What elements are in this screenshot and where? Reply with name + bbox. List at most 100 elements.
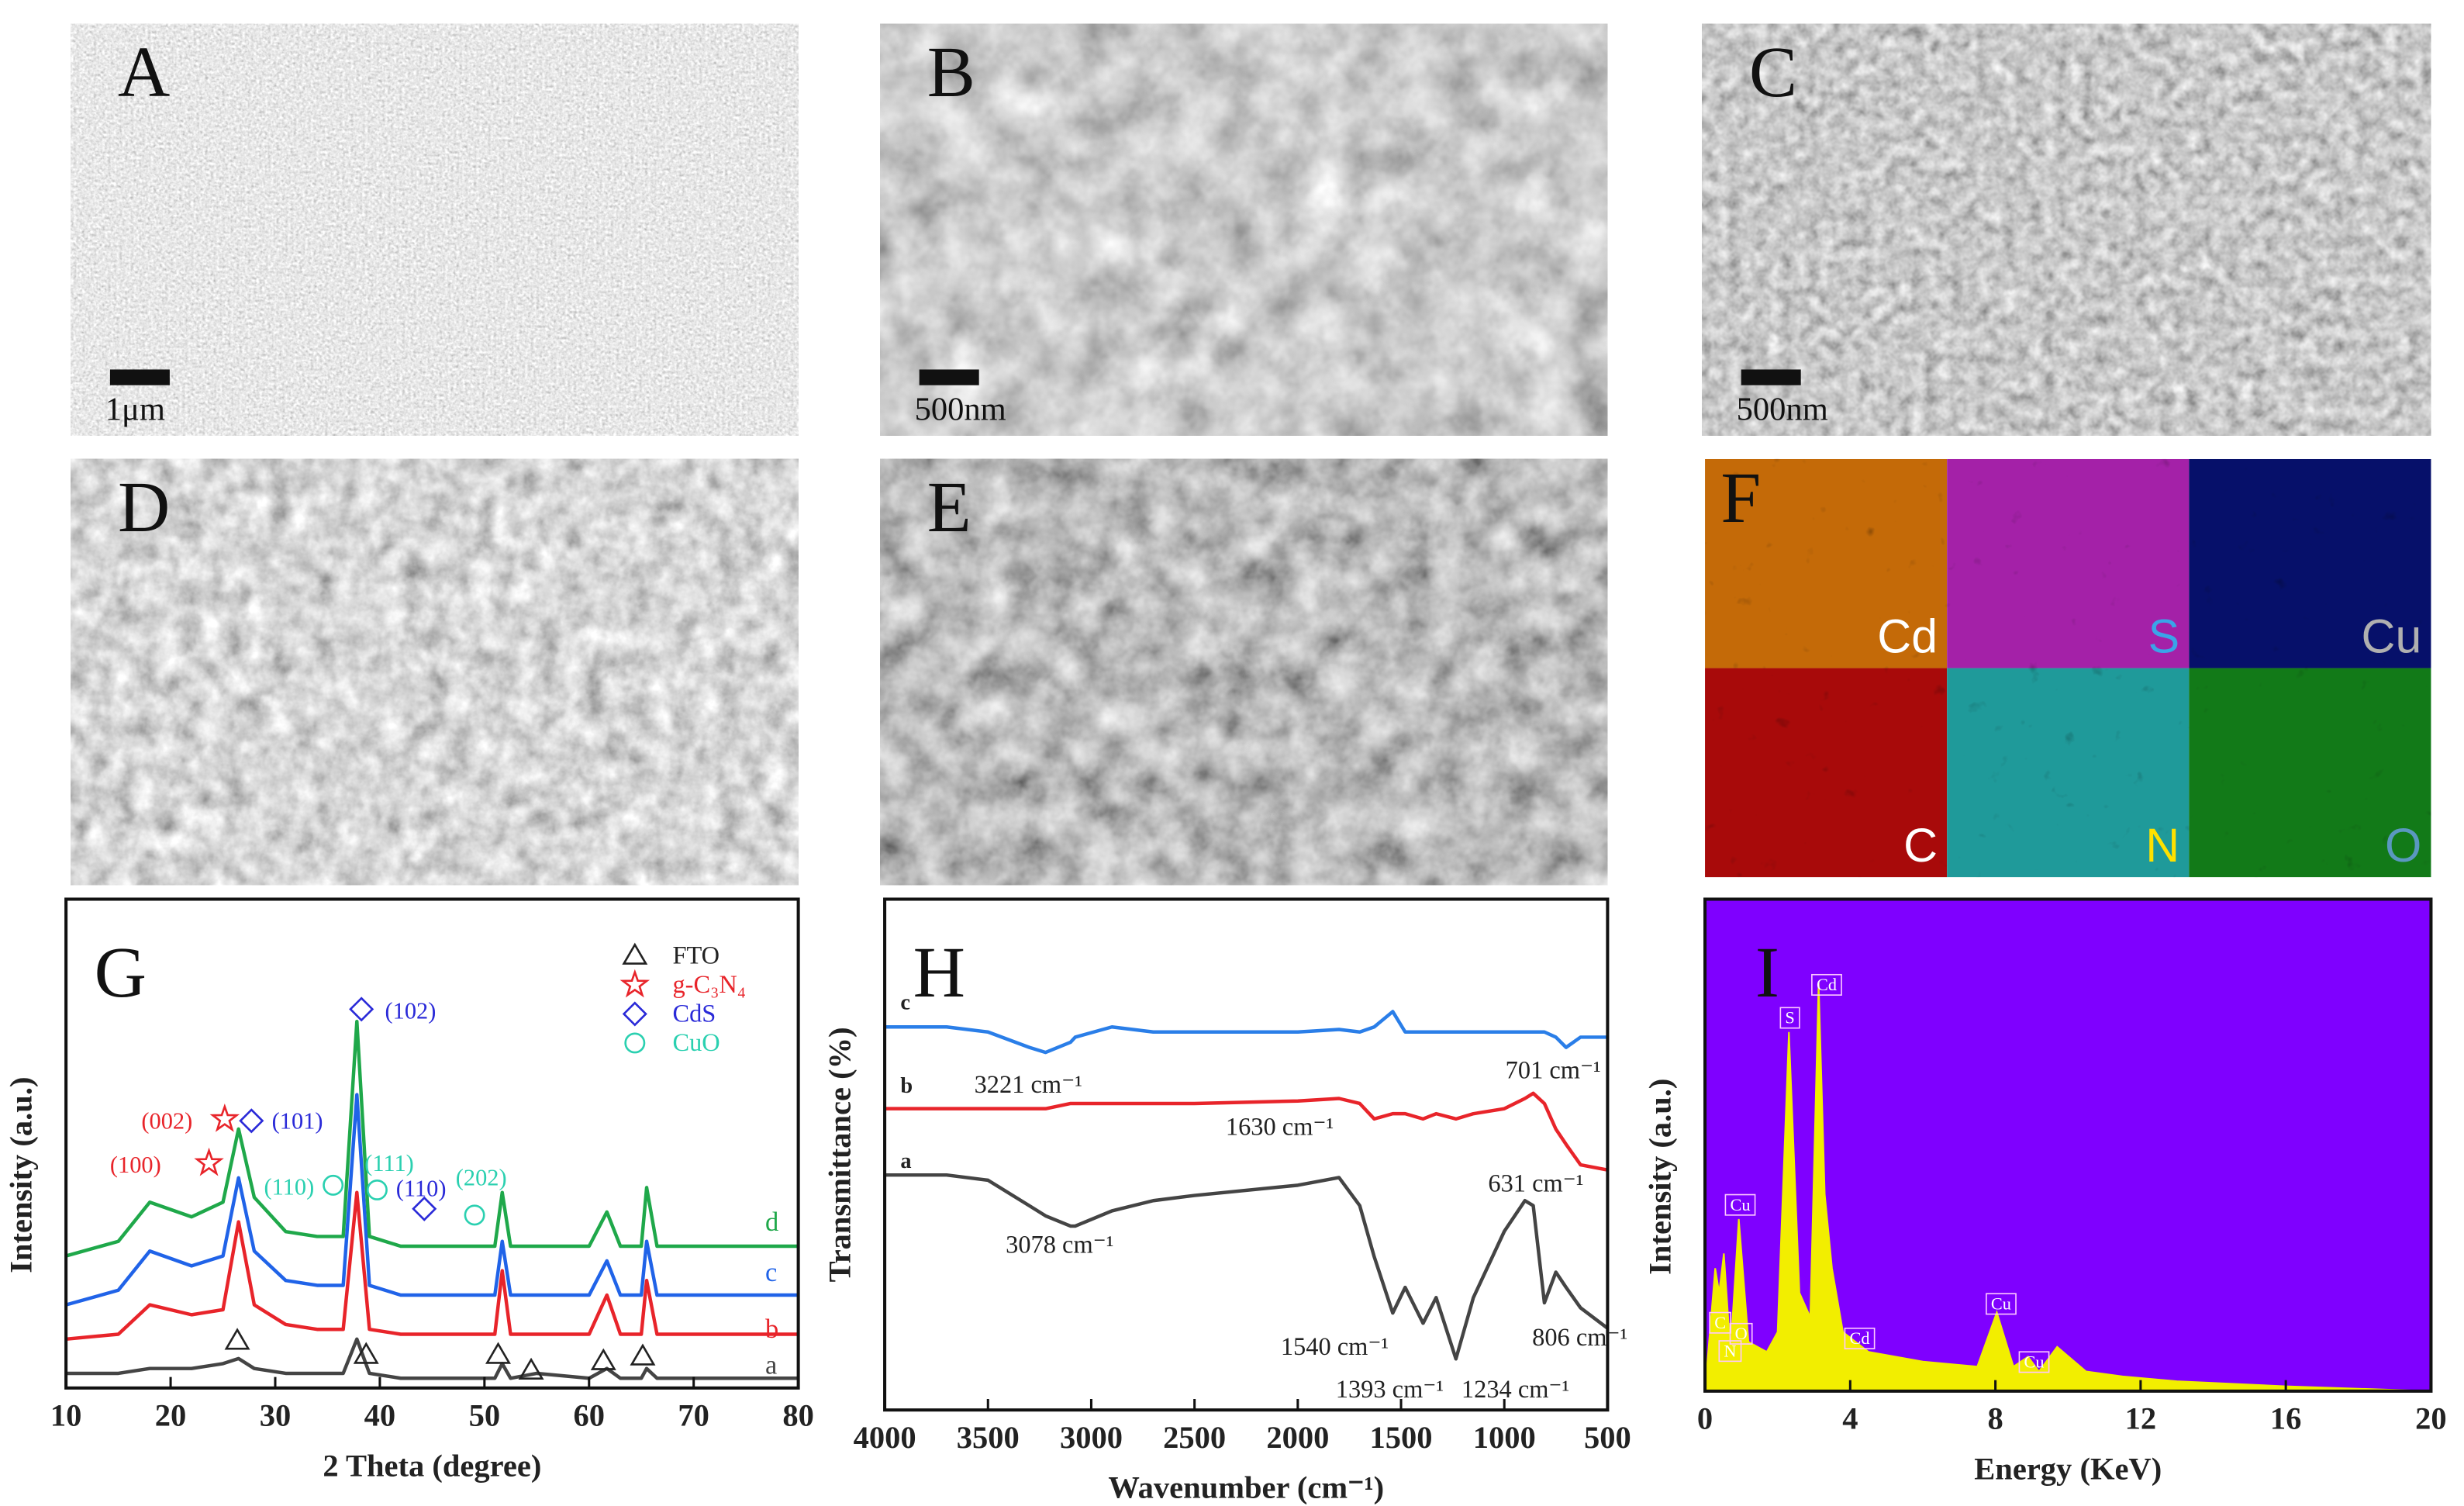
- marker-triangle: [590, 1348, 616, 1370]
- spectrum-line: [66, 1337, 799, 1380]
- spectrum-line: [885, 1091, 1608, 1172]
- marker-star: [619, 969, 651, 998]
- map-texture: [2189, 668, 2431, 878]
- peak-annotation: (111): [364, 1150, 414, 1176]
- legend-label: CuO: [672, 1029, 720, 1057]
- sem-image: [880, 23, 1608, 436]
- x-axis-label: Wavenumber (cm⁻¹): [1108, 1470, 1384, 1505]
- x-tick-label: 1500: [1370, 1420, 1433, 1455]
- legend-label: FTO: [672, 942, 720, 970]
- spectrum-line: [65, 1019, 799, 1258]
- peak-label: C: [1714, 1313, 1726, 1332]
- peak-annotation: (101): [272, 1107, 323, 1134]
- panel-letter: I: [1755, 933, 1779, 1013]
- band-annotation: 701 cm⁻¹: [1506, 1057, 1601, 1085]
- plot-frame: [883, 897, 1610, 1412]
- legend-label: CdS: [672, 1000, 716, 1028]
- marker-triangle: [224, 1328, 250, 1350]
- curve-label: d: [765, 1207, 778, 1237]
- scale-bar-label: 1μm: [105, 391, 165, 427]
- panel-letter: H: [913, 933, 965, 1013]
- curve-label: c: [765, 1258, 777, 1287]
- peak-annotation: (202): [456, 1164, 507, 1190]
- marker-diamond: [622, 1001, 647, 1027]
- x-tick-label: 1000: [1473, 1420, 1536, 1455]
- peak-label: Cu: [1991, 1294, 2011, 1313]
- marker-circle: [624, 1032, 646, 1054]
- peak-label: O: [1735, 1324, 1748, 1343]
- peak-annotation: (002): [141, 1107, 192, 1134]
- marker-diamond: [239, 1108, 264, 1134]
- x-tick-label: 20: [2415, 1401, 2447, 1436]
- band-annotation: 1393 cm⁻¹: [1336, 1376, 1444, 1404]
- map-texture: [1947, 458, 2190, 668]
- peak-label: Cd: [1850, 1328, 1870, 1348]
- marker-triangle: [353, 1342, 379, 1364]
- peak-label-box: [1724, 1193, 1756, 1216]
- element-label: O: [2385, 819, 2421, 872]
- spectrum-line: [65, 1093, 799, 1307]
- element-label: Cu: [2362, 610, 2422, 662]
- curve-label: b: [765, 1314, 778, 1344]
- peak-label-box: [2018, 1351, 2050, 1373]
- map-texture: [2189, 458, 2431, 668]
- band-annotation: 3078 cm⁻¹: [1006, 1231, 1113, 1259]
- sem-image: [71, 23, 799, 436]
- map-texture: [1705, 458, 1948, 668]
- band-annotation: 3221 cm⁻¹: [975, 1071, 1082, 1099]
- marker-triangle: [630, 1343, 656, 1366]
- x-tick-label: 80: [782, 1397, 814, 1432]
- x-tick-label: 70: [678, 1397, 709, 1432]
- element-label: S: [2148, 610, 2180, 662]
- curve-label: c: [900, 990, 910, 1014]
- element-label: N: [2145, 819, 2179, 872]
- x-tick-label: 3500: [957, 1420, 1020, 1455]
- legend-label: g-C₃N₄: [672, 971, 746, 999]
- peak-label-box: [1986, 1293, 2017, 1315]
- peak-label-box: [1779, 1007, 1800, 1029]
- scale-bar-label: 500nm: [915, 391, 1006, 427]
- curve-label: b: [900, 1074, 913, 1098]
- marker-triangle: [622, 942, 648, 965]
- marker-circle: [464, 1204, 485, 1226]
- panel-letter: C: [1749, 33, 1797, 112]
- peak-annotation: (100): [110, 1152, 161, 1178]
- marker-diamond: [349, 997, 374, 1022]
- marker-star: [194, 1147, 224, 1176]
- sem-image: [1702, 23, 2431, 436]
- map-texture: [1947, 668, 2190, 878]
- x-tick-label: 4: [1842, 1401, 1858, 1436]
- band-annotation: 1540 cm⁻¹: [1281, 1333, 1389, 1361]
- x-tick-label: 60: [573, 1397, 605, 1432]
- peak-annotation: (110): [396, 1176, 447, 1202]
- x-tick-label: 2000: [1266, 1420, 1329, 1455]
- x-tick-label: 20: [155, 1397, 187, 1432]
- x-tick-label: 500: [1584, 1420, 1631, 1455]
- element-label: Cd: [1877, 610, 1938, 662]
- panel-letter: B: [927, 33, 975, 112]
- x-tick-label: 4000: [854, 1420, 916, 1455]
- peak-annotation: (102): [385, 998, 437, 1024]
- x-tick-label: 12: [2125, 1401, 2157, 1436]
- y-axis-label: Intensity (a.u.): [4, 1077, 39, 1273]
- peak-label-box: [1844, 1327, 1876, 1349]
- y-axis-label: Transmittance (%): [822, 1027, 857, 1282]
- x-tick-label: 8: [1987, 1401, 2003, 1436]
- band-annotation: 1630 cm⁻¹: [1226, 1114, 1334, 1142]
- marker-triangle: [518, 1357, 544, 1380]
- plot-frame: [1703, 897, 2433, 1393]
- x-tick-label: 0: [1697, 1401, 1713, 1436]
- panel-letter: G: [95, 933, 147, 1013]
- x-tick-label: 10: [50, 1397, 82, 1432]
- scale-bar: [919, 369, 979, 385]
- x-tick-label: 2500: [1163, 1420, 1226, 1455]
- spectrum-line: [885, 1173, 1609, 1361]
- peak-annotation: (110): [264, 1174, 315, 1200]
- sem-image: [71, 458, 799, 886]
- panel-letter: A: [118, 33, 170, 112]
- peak-label-box: [1729, 1322, 1753, 1345]
- spectrum-line: [65, 1190, 799, 1342]
- peak-label: Cu: [2024, 1352, 2045, 1371]
- x-tick-label: 30: [260, 1397, 292, 1432]
